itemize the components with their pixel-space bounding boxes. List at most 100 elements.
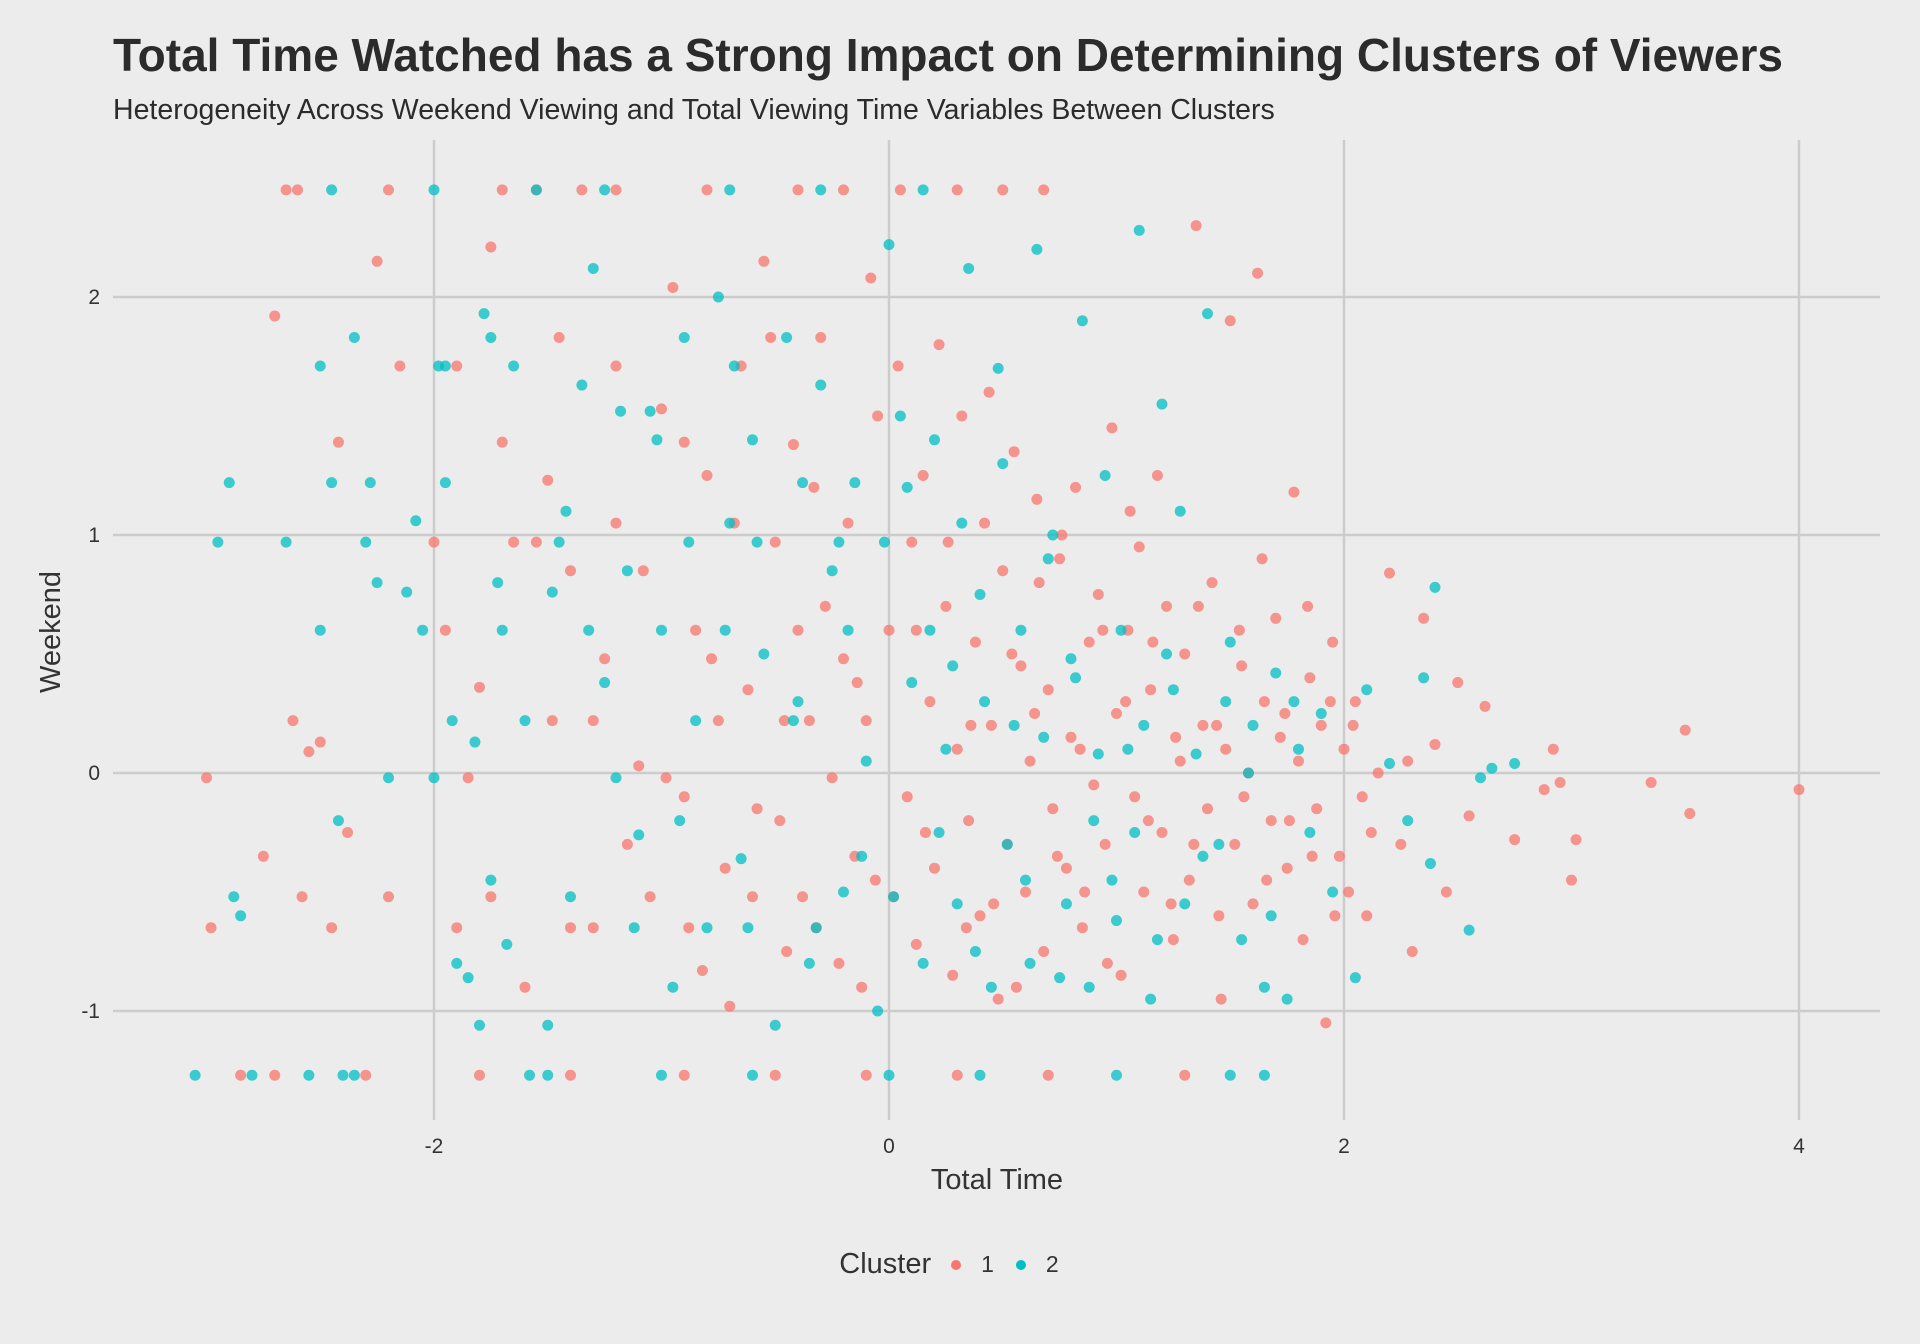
data-point (956, 410, 968, 422)
series-cluster-2 (189, 184, 1521, 1081)
data-point (633, 829, 645, 841)
data-point (781, 331, 793, 343)
data-point (1324, 696, 1336, 708)
data-point (965, 719, 977, 731)
data-point (1190, 748, 1202, 760)
data-point (1261, 874, 1273, 886)
data-point (724, 517, 736, 529)
data-point (1156, 827, 1168, 838)
data-point (394, 360, 406, 372)
data-point (1033, 577, 1045, 589)
data-point (1236, 660, 1248, 672)
data-point (1247, 898, 1259, 910)
data-point (906, 536, 918, 548)
data-point (1065, 731, 1077, 743)
data-point (1306, 850, 1318, 862)
data-point (803, 715, 815, 727)
data-point (287, 715, 299, 727)
data-point (1024, 957, 1036, 969)
data-point (951, 898, 963, 910)
data-point (1038, 731, 1050, 743)
data-point (956, 517, 968, 529)
data-point (1566, 874, 1577, 886)
data-point (769, 536, 781, 548)
data-point (1486, 762, 1498, 774)
data-point (469, 736, 481, 748)
data-point (656, 403, 667, 415)
data-point (1293, 743, 1304, 755)
data-point (769, 1019, 781, 1031)
data-point (565, 922, 576, 934)
data-point (1247, 719, 1259, 731)
data-point (701, 922, 713, 934)
data-point (765, 331, 777, 343)
data-point (933, 827, 945, 838)
data-point (747, 891, 758, 903)
data-point (985, 719, 997, 731)
data-point (1509, 834, 1521, 846)
data-point (719, 862, 731, 874)
data-point (269, 310, 281, 322)
data-point (690, 624, 702, 636)
data-point (1475, 772, 1486, 784)
data-point (1156, 398, 1168, 410)
data-point (1283, 815, 1295, 827)
data-point (485, 891, 497, 903)
data-point (1029, 708, 1041, 719)
data-point (1270, 612, 1282, 624)
data-point (1111, 1069, 1122, 1081)
data-point (1258, 696, 1270, 708)
data-point (610, 517, 622, 529)
data-point (1147, 636, 1159, 648)
data-point (332, 815, 344, 827)
data-point (1042, 553, 1054, 565)
data-point (610, 360, 622, 372)
data-point (742, 922, 754, 934)
data-point (1099, 838, 1111, 850)
data-point (1329, 910, 1341, 922)
data-point (1179, 1069, 1191, 1081)
data-point (1190, 220, 1202, 232)
data-point (792, 624, 804, 636)
data-point (560, 505, 572, 517)
data-point (1211, 719, 1223, 731)
data-point (1202, 308, 1213, 320)
data-point (314, 736, 326, 748)
data-point (769, 1069, 781, 1081)
data-point (1547, 743, 1559, 755)
data-point (1538, 784, 1550, 796)
y-tick-label: -1 (81, 1000, 100, 1023)
data-point (1554, 777, 1566, 789)
data-point (1076, 922, 1088, 934)
data-point (1165, 898, 1177, 910)
data-point (929, 862, 940, 874)
data-point (1213, 838, 1225, 850)
data-point (1020, 874, 1031, 886)
data-point (1133, 541, 1145, 553)
data-point (960, 922, 972, 934)
data-point (1406, 946, 1418, 957)
data-point (979, 696, 991, 708)
data-point (332, 436, 344, 448)
data-point (979, 517, 991, 529)
data-point (1008, 446, 1020, 458)
data-point (947, 660, 959, 672)
data-point (1304, 827, 1316, 838)
data-point (428, 184, 440, 196)
data-point (439, 477, 451, 489)
data-point (1274, 731, 1286, 743)
data-point (542, 474, 554, 486)
data-point (1060, 862, 1072, 874)
data-point (587, 715, 599, 727)
data-point (678, 791, 690, 803)
data-point (997, 184, 1009, 196)
data-point (683, 922, 695, 934)
data-point (519, 981, 531, 993)
data-point (792, 696, 804, 708)
data-point (910, 938, 922, 950)
data-point (969, 946, 981, 957)
data-point (838, 886, 849, 898)
data-point (1167, 934, 1179, 946)
data-point (1042, 1069, 1054, 1081)
